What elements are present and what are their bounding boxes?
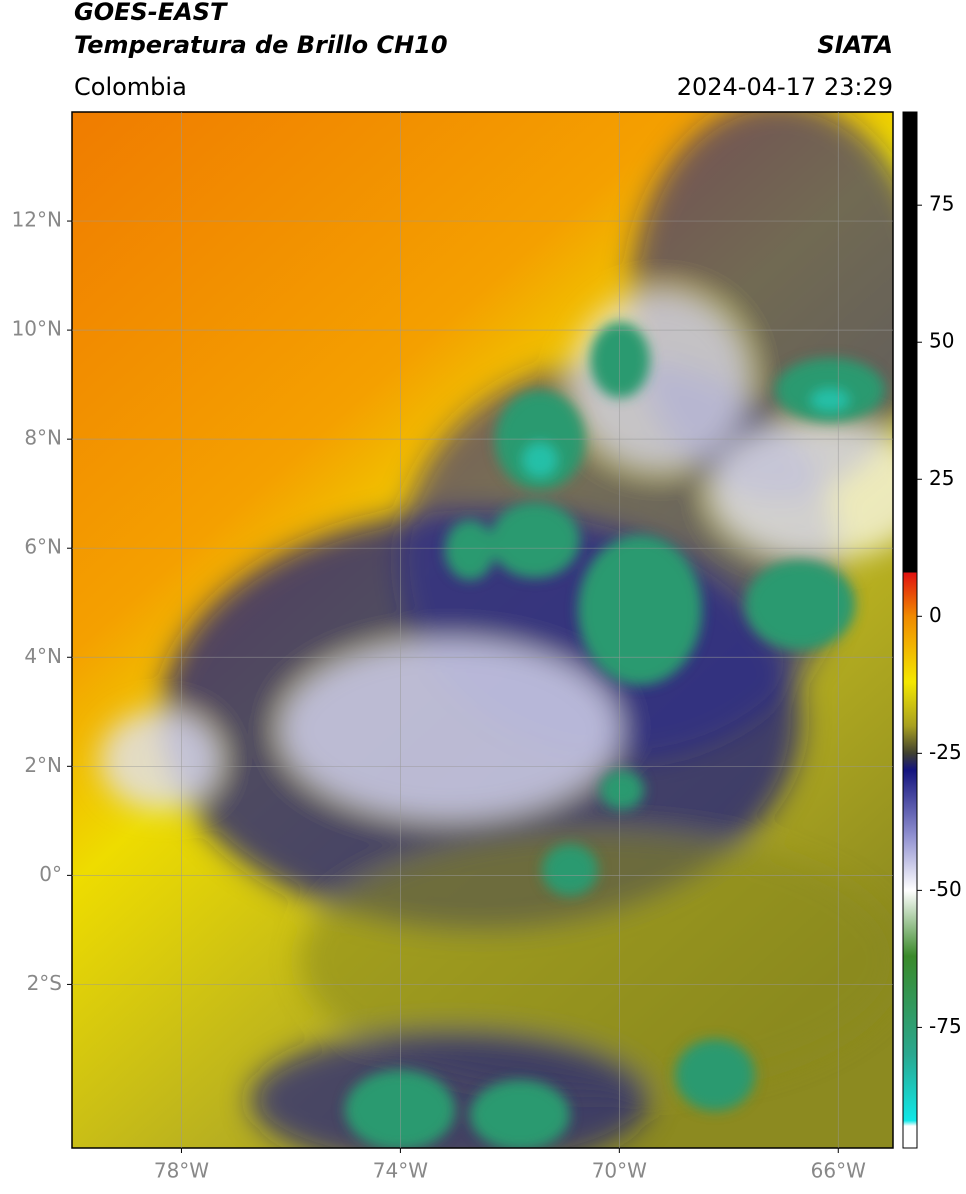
x-tick-label: 74°W bbox=[373, 1159, 428, 1183]
colorbar-tick-label: -50 bbox=[929, 877, 962, 901]
colorbar-tick-label: 0 bbox=[929, 603, 942, 627]
colorbar-tick-label: -25 bbox=[929, 740, 962, 764]
y-tick-label: 0° bbox=[39, 862, 62, 886]
map-frame bbox=[71, 111, 894, 1149]
source: SIATA bbox=[817, 31, 893, 59]
satellite-image bbox=[72, 112, 893, 1148]
y-tick-label: 12°N bbox=[12, 208, 62, 232]
colorbar-tick-label: 75 bbox=[929, 192, 954, 216]
y-tick-label: 10°N bbox=[12, 317, 62, 341]
y-tick-label: 4°N bbox=[24, 644, 62, 668]
y-tick-label: 2°S bbox=[27, 971, 62, 995]
x-tick-label: 70°W bbox=[592, 1159, 647, 1183]
y-tick-label: 6°N bbox=[24, 535, 62, 559]
region: Colombia bbox=[74, 73, 187, 101]
colorbar-tick-label: 25 bbox=[929, 466, 954, 490]
x-tick-label: 66°W bbox=[811, 1159, 866, 1183]
y-tick-label: 2°N bbox=[24, 753, 62, 777]
colorbar bbox=[902, 111, 918, 1149]
x-tick-label: 78°W bbox=[154, 1159, 209, 1183]
title: GOES-EAST bbox=[74, 0, 228, 26]
colorbar-tick-label: -75 bbox=[929, 1014, 962, 1038]
subtitle: Temperatura de Brillo CH10 bbox=[74, 31, 448, 59]
y-tick-label: 8°N bbox=[24, 426, 62, 450]
timestamp: 2024-04-17 23:29 bbox=[677, 73, 893, 101]
colorbar-tick-label: 50 bbox=[929, 329, 954, 353]
